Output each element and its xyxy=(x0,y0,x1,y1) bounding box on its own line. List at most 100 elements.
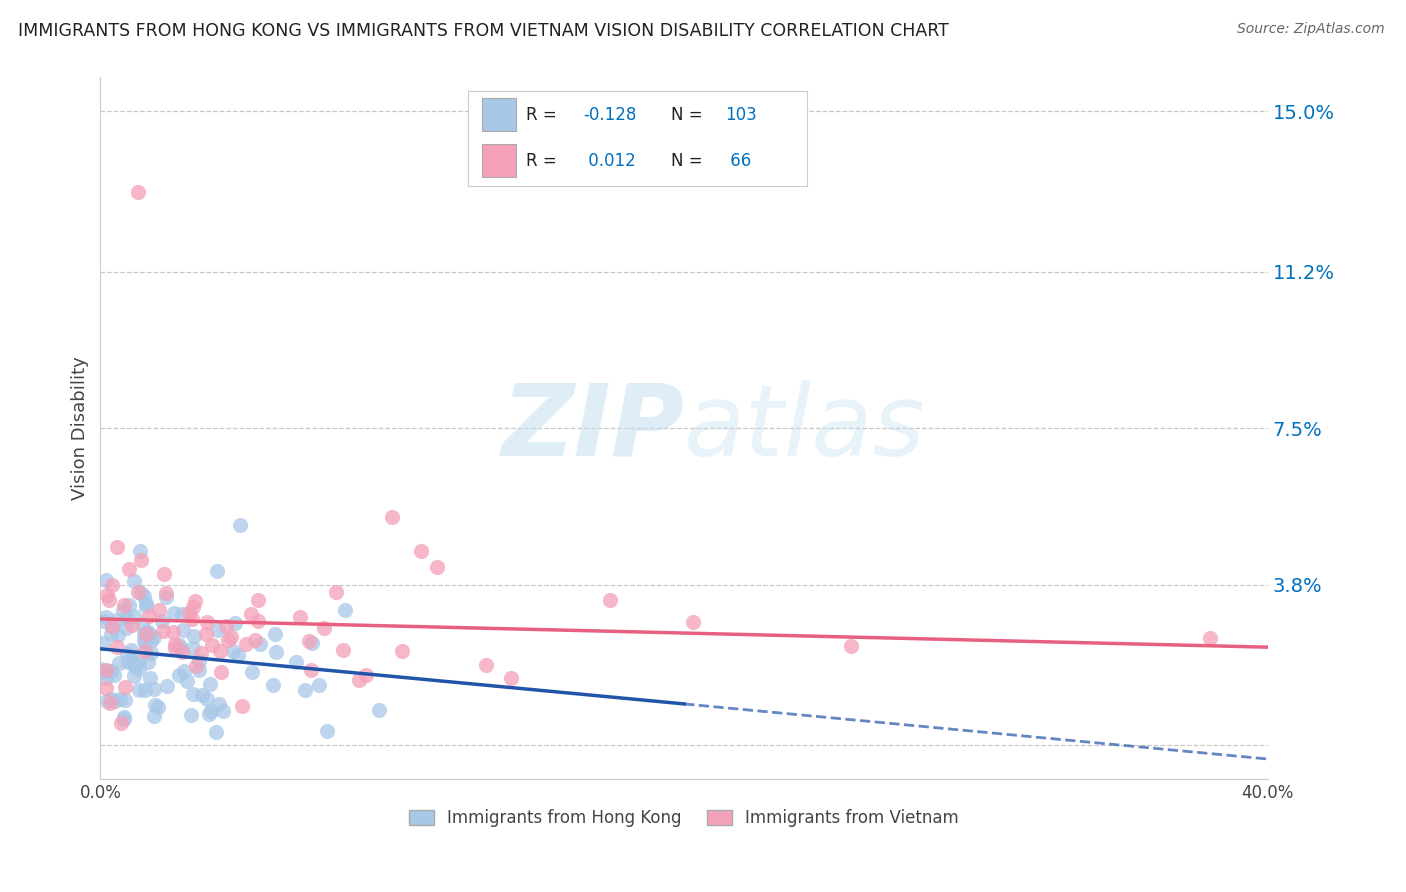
Point xyxy=(333,603,356,617)
Point xyxy=(89,662,111,676)
Point xyxy=(127,185,149,199)
Point xyxy=(247,614,270,628)
Point xyxy=(299,663,322,677)
Point xyxy=(207,623,229,637)
Point xyxy=(200,677,222,691)
Point xyxy=(215,619,238,633)
Point xyxy=(170,641,193,656)
Point xyxy=(298,633,321,648)
Point xyxy=(153,566,176,581)
Point xyxy=(201,638,224,652)
Point xyxy=(121,618,143,632)
Point xyxy=(122,574,145,589)
Point xyxy=(143,681,166,696)
Point xyxy=(134,633,156,648)
Point xyxy=(247,593,270,607)
Point xyxy=(100,665,122,679)
Point xyxy=(195,615,218,629)
Point xyxy=(122,609,145,624)
Point xyxy=(367,703,389,717)
Point xyxy=(108,692,131,706)
Point xyxy=(682,615,704,629)
Point xyxy=(97,593,120,607)
Point xyxy=(262,678,284,692)
Point xyxy=(183,629,205,643)
Text: Source: ZipAtlas.com: Source: ZipAtlas.com xyxy=(1237,22,1385,37)
Point xyxy=(167,667,190,681)
Point xyxy=(231,699,253,714)
Point xyxy=(129,585,152,599)
Point xyxy=(209,665,232,680)
Point xyxy=(135,599,157,613)
Point xyxy=(316,723,339,738)
Point xyxy=(163,641,186,656)
Point xyxy=(347,673,370,688)
Point xyxy=(94,610,117,624)
Point xyxy=(148,602,170,616)
Text: ZIP: ZIP xyxy=(501,380,685,476)
Point xyxy=(208,697,231,711)
Point xyxy=(173,665,195,679)
Point xyxy=(105,540,128,554)
Point xyxy=(138,671,160,685)
Point xyxy=(103,668,125,682)
Point xyxy=(599,592,621,607)
Point xyxy=(155,586,177,600)
Point xyxy=(108,657,131,671)
Point xyxy=(98,696,121,710)
Point xyxy=(96,588,118,602)
Point xyxy=(134,683,156,698)
Point xyxy=(181,612,204,626)
Point xyxy=(148,700,170,714)
Point xyxy=(181,600,204,615)
Point xyxy=(176,674,198,689)
Point xyxy=(163,637,186,651)
Point xyxy=(264,626,287,640)
Point xyxy=(124,668,146,682)
Point xyxy=(94,573,117,587)
Point xyxy=(172,645,194,659)
Point xyxy=(121,654,143,668)
Text: IMMIGRANTS FROM HONG KONG VS IMMIGRANTS FROM VIETNAM VISION DISABILITY CORRELATI: IMMIGRANTS FROM HONG KONG VS IMMIGRANTS … xyxy=(18,22,949,40)
Point xyxy=(118,562,141,576)
Point xyxy=(128,655,150,669)
Point xyxy=(110,716,132,731)
Point xyxy=(172,607,194,621)
Legend: Immigrants from Hong Kong, Immigrants from Vietnam: Immigrants from Hong Kong, Immigrants fr… xyxy=(402,803,966,834)
Point xyxy=(94,671,117,685)
Point xyxy=(134,644,156,658)
Point xyxy=(112,599,135,613)
Point xyxy=(134,636,156,650)
Point xyxy=(172,624,194,638)
Point xyxy=(100,627,122,641)
Point xyxy=(101,620,124,634)
Point xyxy=(114,681,136,695)
Point xyxy=(200,704,222,718)
Point xyxy=(96,663,118,677)
Point xyxy=(118,598,141,612)
Point xyxy=(177,607,200,621)
Point xyxy=(194,627,217,641)
Point xyxy=(100,578,122,592)
Point xyxy=(150,614,173,628)
Point xyxy=(135,596,157,610)
Point xyxy=(136,626,159,640)
Point xyxy=(1198,631,1220,645)
Point xyxy=(96,693,118,707)
Point xyxy=(163,607,186,621)
Point xyxy=(96,681,118,695)
Point xyxy=(409,543,432,558)
Point xyxy=(101,619,124,633)
Point xyxy=(195,691,218,706)
Point xyxy=(288,610,311,624)
Point xyxy=(94,663,117,677)
Point xyxy=(112,710,135,724)
Point xyxy=(115,621,138,635)
Point xyxy=(239,607,262,621)
Point xyxy=(198,707,221,722)
Point xyxy=(143,630,166,644)
Point xyxy=(129,544,152,558)
Point xyxy=(117,655,139,669)
Point xyxy=(301,636,323,650)
Point xyxy=(190,646,212,660)
